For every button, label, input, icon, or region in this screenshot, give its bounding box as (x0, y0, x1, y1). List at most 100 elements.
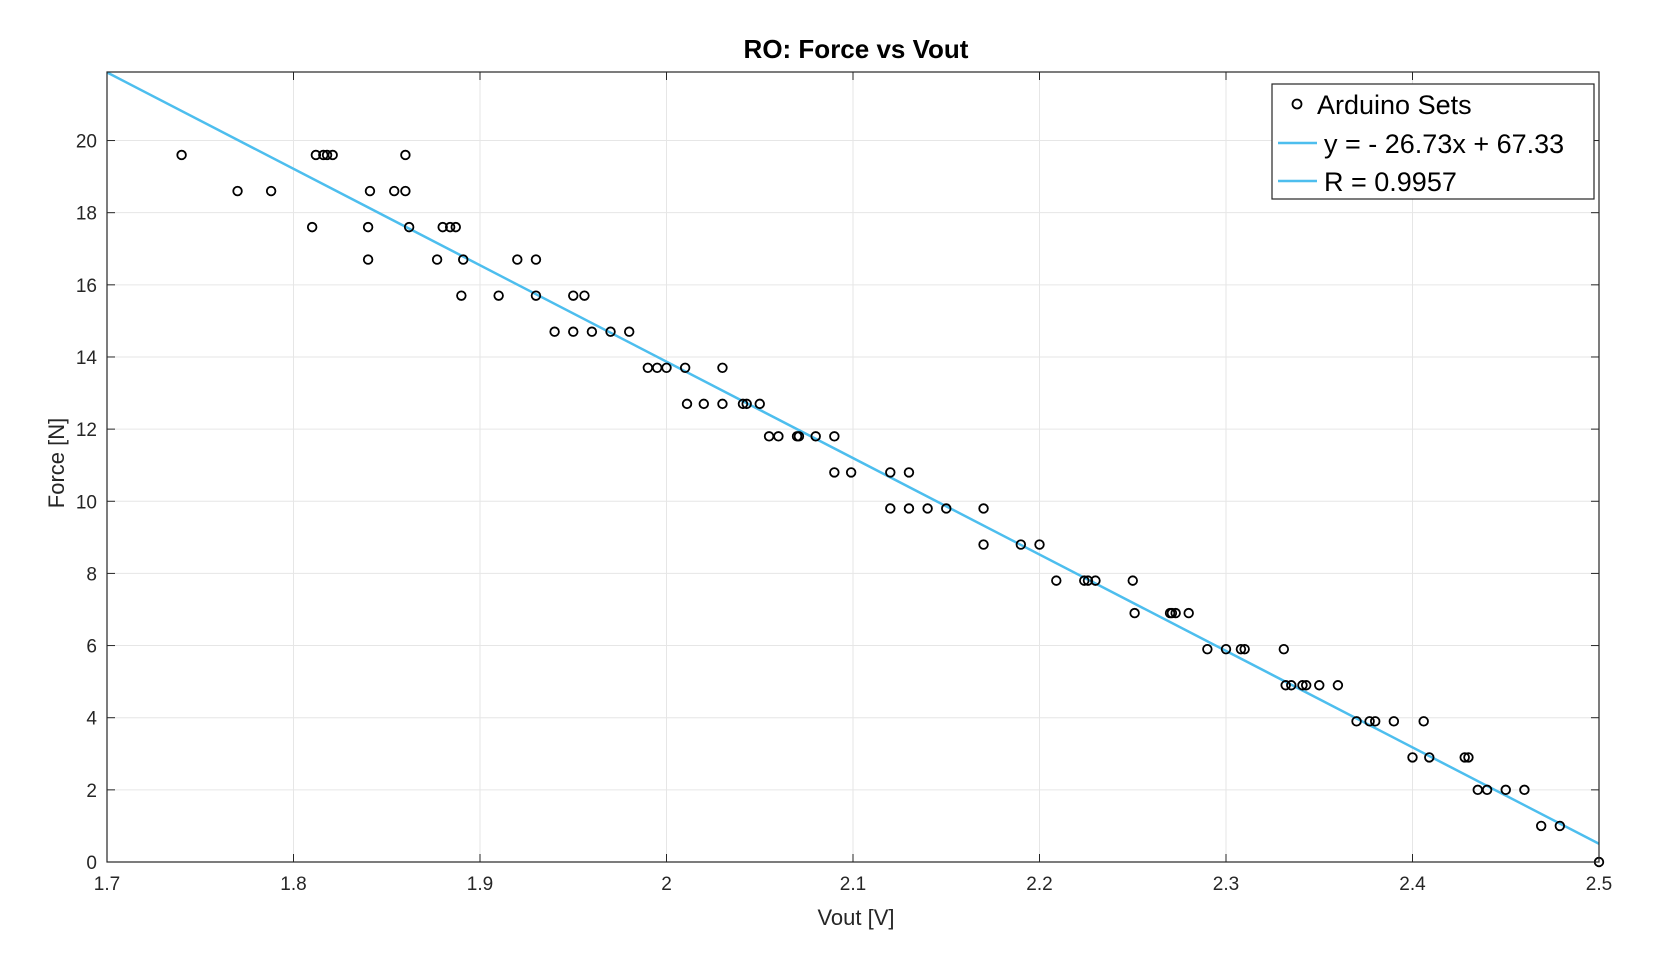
data-point (458, 254, 469, 265)
data-point (810, 431, 821, 442)
data-point (437, 221, 448, 233)
data-point (717, 398, 728, 410)
y-tick-label: 14 (76, 348, 98, 369)
data-point (265, 185, 277, 197)
data-point (1170, 607, 1181, 619)
data-point (389, 185, 400, 197)
data-point (232, 185, 243, 197)
data-point (1554, 820, 1566, 832)
data-point (1424, 752, 1435, 763)
legend: Arduino Sets y = - 26.73x + 67.33 R = 0.… (1271, 83, 1595, 200)
data-point (698, 398, 710, 410)
data-point (306, 221, 318, 233)
data-point (1202, 643, 1213, 655)
data-point (403, 221, 415, 233)
y-tick-label: 18 (76, 204, 97, 225)
y-axis-label: Force [N] (44, 418, 69, 508)
data-point (456, 290, 467, 301)
data-point (661, 362, 672, 373)
data-point (568, 326, 579, 337)
data-point (1220, 643, 1232, 655)
y-tick-label: 10 (76, 492, 97, 513)
data-point (1459, 752, 1470, 763)
y-tick-label: 20 (76, 132, 97, 153)
data-point (845, 467, 857, 478)
data-point (885, 467, 896, 478)
data-point (1300, 680, 1312, 691)
data-point (586, 326, 598, 337)
x-tick-label: 2.2 (1026, 874, 1052, 895)
y-tick-label: 12 (76, 420, 97, 441)
data-point (1082, 575, 1094, 586)
data-point (978, 539, 989, 550)
data-point (400, 149, 411, 161)
fit-line (106, 71, 1600, 845)
data-point (1090, 575, 1101, 586)
x-tick-label: 2 (661, 874, 672, 895)
data-point (1015, 539, 1027, 550)
data-point (1127, 575, 1138, 586)
data-point (1235, 643, 1247, 655)
data-point (493, 290, 504, 301)
data-point (624, 326, 635, 337)
data-point (549, 326, 560, 337)
data-point (327, 149, 338, 161)
chart-title: RO: Force vs Vout (744, 34, 969, 64)
data-point (1535, 820, 1547, 832)
axes-box (106, 71, 1600, 863)
y-tick-label: 6 (86, 637, 97, 658)
axes: 1.7 1.8 1.9 2 2.1 2.2 2.3 2.4 2.5 0 2 4 6 8 10 12 14 16 18… (76, 71, 1612, 895)
y-tick-label: 4 (86, 709, 97, 730)
x-tick-label: 2.4 (1399, 874, 1426, 895)
y-tick-label: 16 (76, 276, 97, 297)
data-point (512, 254, 523, 265)
data-point (941, 503, 952, 514)
data-point (903, 467, 915, 478)
x-tick-label: 1.8 (280, 874, 306, 895)
data-point (1314, 680, 1325, 691)
data-point (1481, 784, 1493, 796)
data-point (1280, 680, 1291, 691)
data-point (1129, 607, 1140, 619)
data-point (1332, 680, 1344, 691)
data-point (362, 221, 374, 233)
data-point (530, 254, 542, 265)
data-point (1079, 575, 1090, 586)
data-point (431, 254, 443, 265)
data-point (829, 467, 840, 478)
data-point (321, 149, 333, 161)
data-point (1034, 539, 1045, 550)
data-point (773, 431, 784, 442)
x-tick-label: 1.7 (94, 874, 120, 895)
data-point (679, 362, 691, 373)
data-point (793, 431, 805, 442)
data-point (978, 503, 989, 514)
legend-label-fit: y = - 26.73x + 67.33 (1324, 129, 1564, 159)
legend-marker-points (1291, 98, 1303, 110)
data-point (530, 290, 542, 301)
fit-line-layer (106, 71, 1600, 845)
data-point (444, 221, 456, 233)
data-point (922, 503, 933, 514)
data-point (737, 398, 749, 410)
x-tick-label: 2.3 (1213, 874, 1239, 895)
x-tick-label: 2.1 (840, 874, 866, 895)
data-point (741, 398, 752, 410)
data-point (1418, 716, 1429, 727)
y-tick-label: 2 (86, 781, 97, 802)
data-point (1297, 680, 1308, 691)
data-point (1500, 784, 1511, 796)
data-point (1351, 716, 1362, 727)
data-point (903, 503, 915, 514)
y-tick-label: 8 (86, 564, 97, 585)
data-point (1463, 752, 1474, 763)
data-point (717, 362, 728, 373)
data-point (1369, 716, 1381, 727)
data-point (1407, 752, 1418, 763)
data-point (364, 185, 376, 197)
data-point (1388, 716, 1400, 727)
x-axis-label: Vout [V] (817, 905, 894, 930)
data-point (310, 149, 322, 161)
data-point (1166, 607, 1178, 619)
data-point (1278, 643, 1290, 655)
